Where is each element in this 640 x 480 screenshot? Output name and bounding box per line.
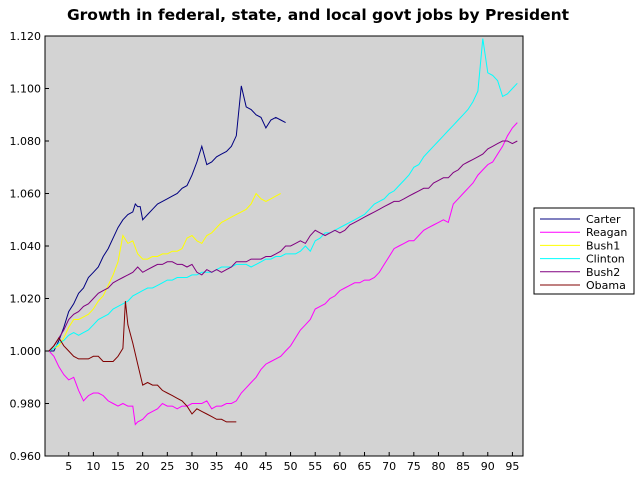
y-tick-label: 1.080 — [10, 135, 42, 148]
x-tick-label: 65 — [358, 460, 372, 473]
x-tick-label: 60 — [333, 460, 347, 473]
y-tick-label: 1.020 — [10, 293, 42, 306]
x-tick-label: 85 — [456, 460, 470, 473]
x-tick-label: 25 — [160, 460, 174, 473]
x-tick-label: 5 — [65, 460, 72, 473]
legend-label-carter: Carter — [586, 213, 621, 226]
y-tick-label: 1.100 — [10, 83, 42, 96]
series-line-bush1 — [48, 192, 281, 352]
series-line-obama — [48, 301, 237, 423]
y-tick-label: 1.060 — [10, 188, 42, 201]
x-axis: 5 10 15 20 25 30 35 40 45 50 55 60 65 70 75 80 85 90 95 — [65, 452, 519, 473]
x-tick-label: 80 — [431, 460, 445, 473]
x-tick-label: 10 — [86, 460, 100, 473]
series-line-reagan — [48, 122, 518, 426]
legend-label-reagan: Reagan — [586, 226, 627, 239]
series-line-clinton — [48, 38, 518, 352]
x-tick-label: 30 — [185, 460, 199, 473]
series-line-carter — [49, 85, 286, 352]
legend-box — [533, 207, 635, 295]
x-tick-label: 20 — [136, 460, 150, 473]
y-tick-label: 0.980 — [10, 398, 42, 411]
chart-title: Growth in federal, state, and local govt… — [67, 6, 570, 24]
y-tick-label: 0.960 — [10, 450, 42, 463]
legend-label-obama: Obama — [586, 279, 626, 292]
series-layer — [48, 38, 518, 426]
x-tick-label: 90 — [481, 460, 495, 473]
x-tick-label: 95 — [505, 460, 519, 473]
legend-label-bush2: Bush2 — [586, 266, 620, 279]
x-tick-label: 70 — [382, 460, 396, 473]
x-tick-label: 40 — [234, 460, 248, 473]
y-tick-label: 1.040 — [10, 240, 42, 253]
y-axis: 0.960 0.980 1.000 1.020 1.040 1.060 1.080 1.100… — [10, 30, 49, 463]
y-tick-label: 1.120 — [10, 30, 42, 43]
x-tick-label: 75 — [407, 460, 421, 473]
legend-label-bush1: Bush1 — [586, 239, 620, 252]
legend-label-clinton: Clinton — [586, 253, 625, 266]
x-tick-label: 45 — [259, 460, 273, 473]
plot-area — [44, 35, 524, 457]
x-tick-label: 50 — [284, 460, 298, 473]
series-line-bush2 — [48, 140, 518, 352]
x-tick-label: 55 — [308, 460, 322, 473]
y-tick-label: 1.000 — [10, 345, 42, 358]
x-tick-label: 15 — [111, 460, 125, 473]
x-tick-label: 35 — [210, 460, 224, 473]
